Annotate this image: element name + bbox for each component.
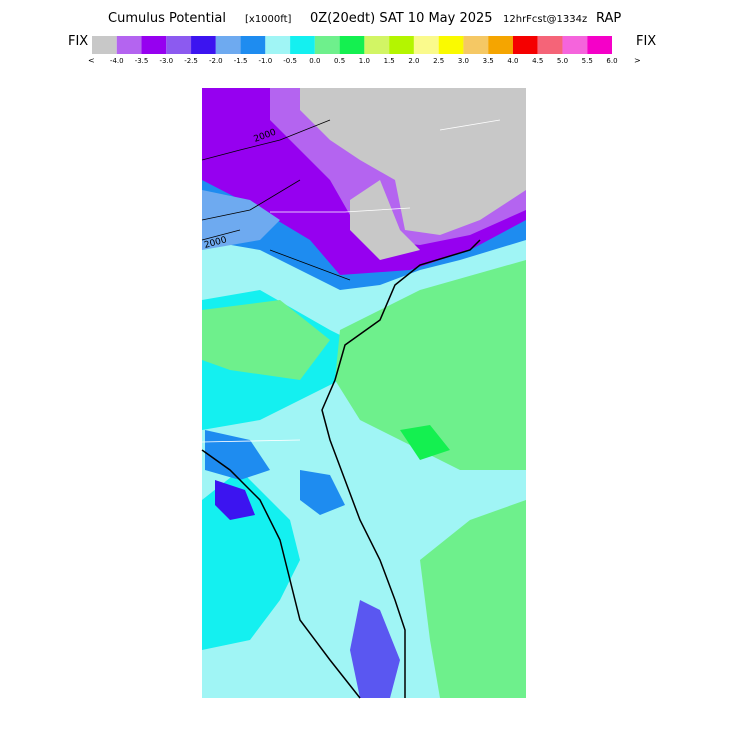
forecast: 12hrFcst@1334z xyxy=(503,14,587,25)
color-swatch xyxy=(413,36,439,54)
colorbar-label: -3.0 xyxy=(159,57,173,65)
colorbar-label: 2.5 xyxy=(433,57,444,65)
color-swatch xyxy=(438,36,464,54)
color-swatch xyxy=(364,36,390,54)
color-swatch xyxy=(116,36,142,54)
color-swatch xyxy=(537,36,563,54)
colorbar-label: -2.0 xyxy=(209,57,223,65)
colorbar-label: 4.5 xyxy=(532,57,543,65)
colorbar-label: -2.5 xyxy=(184,57,198,65)
color-swatch xyxy=(389,36,414,54)
colorbar-label: 1.5 xyxy=(384,57,395,65)
color-swatch xyxy=(141,36,167,54)
colorbar: -4.0 -3.5 -3.0 -2.5 -2.0 -1.5 -1.0 -0.5 0.0 0.5 1.… xyxy=(92,36,618,65)
colorbar-label: -3.5 xyxy=(135,57,149,65)
color-swatch xyxy=(512,36,538,54)
color-swatch xyxy=(265,36,291,54)
model: RAP xyxy=(596,11,621,26)
color-swatch xyxy=(587,36,612,54)
colorbar-label: 5.5 xyxy=(582,57,593,65)
map: 2000 2000 xyxy=(201,88,526,699)
color-swatch xyxy=(191,36,216,54)
color-swatch xyxy=(314,36,340,54)
arrow-right: > xyxy=(634,56,641,65)
colorbar-label: 3.0 xyxy=(458,57,469,65)
colorbar-label: 3.5 xyxy=(483,57,494,65)
colorbar-label: 0.0 xyxy=(309,57,320,65)
color-swatch xyxy=(463,36,489,54)
color-swatch xyxy=(339,36,365,54)
colorbar-label: 5.0 xyxy=(557,57,568,65)
color-swatch xyxy=(240,36,266,54)
colorbar-label: 4.0 xyxy=(507,57,518,65)
color-swatch xyxy=(166,36,192,54)
title: Cumulus Potential xyxy=(108,11,226,26)
color-swatch xyxy=(562,36,588,54)
fix-left: FIX xyxy=(68,34,88,49)
fix-right: FIX xyxy=(636,34,656,49)
colorbar-label: -1.0 xyxy=(258,57,272,65)
color-swatch xyxy=(488,36,513,54)
colorbar-label: 1.0 xyxy=(359,57,370,65)
color-swatch xyxy=(215,36,241,54)
colorbar-label: 6.0 xyxy=(606,57,617,65)
colorbar-label: 0.5 xyxy=(334,57,345,65)
color-swatch xyxy=(290,36,315,54)
colorbar-label: -4.0 xyxy=(110,57,124,65)
color-swatch xyxy=(92,36,117,54)
units: [x1000ft] xyxy=(245,14,292,25)
colorbar-label: -1.5 xyxy=(234,57,248,65)
arrow-left: < xyxy=(88,56,95,65)
colorbar-label: 2.0 xyxy=(408,57,419,65)
colorbar-label: -0.5 xyxy=(283,57,297,65)
valid-time: 0Z(20edt) SAT 10 May 2025 xyxy=(310,11,493,26)
